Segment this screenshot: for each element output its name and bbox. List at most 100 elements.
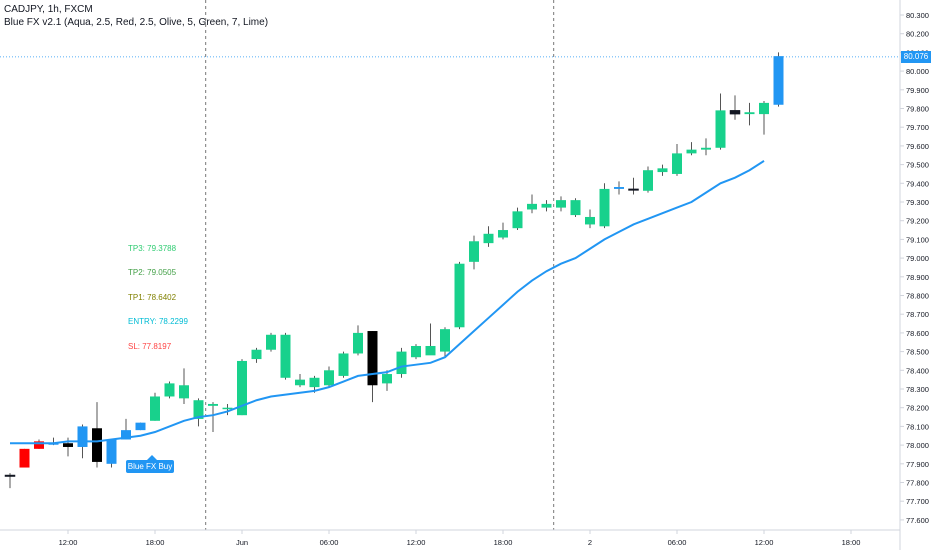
candle[interactable] bbox=[382, 370, 392, 391]
price-tick-label: 78.900 bbox=[906, 273, 929, 282]
candle[interactable] bbox=[744, 102, 755, 126]
time-tick-label: 06:00 bbox=[320, 538, 339, 547]
candle[interactable] bbox=[469, 235, 479, 270]
candle[interactable] bbox=[19, 448, 30, 468]
price-tick-label: 79.500 bbox=[906, 161, 929, 170]
candle[interactable] bbox=[106, 439, 117, 468]
price-tick-label: 78.400 bbox=[906, 366, 929, 375]
candle-body bbox=[628, 188, 639, 191]
candle-body bbox=[570, 200, 581, 216]
candle[interactable] bbox=[92, 402, 102, 468]
candle-body bbox=[425, 345, 436, 356]
price-axis[interactable]: 80.30080.20080.10080.00079.90079.80079.7… bbox=[899, 0, 929, 550]
candle[interactable] bbox=[338, 351, 349, 378]
candle[interactable] bbox=[367, 331, 378, 403]
candle-body bbox=[121, 430, 131, 440]
candle-body bbox=[440, 329, 450, 352]
candle-body bbox=[34, 441, 44, 449]
price-tick-label: 78.000 bbox=[906, 441, 929, 450]
price-tick-label: 78.800 bbox=[906, 292, 929, 301]
candle[interactable] bbox=[512, 207, 523, 231]
candle-body bbox=[382, 374, 392, 384]
candle-body bbox=[657, 168, 668, 173]
candle-body bbox=[614, 187, 624, 189]
time-tick-label: 06:00 bbox=[668, 538, 687, 547]
price-tick-label: 78.100 bbox=[906, 422, 929, 431]
candle[interactable] bbox=[686, 142, 697, 156]
candle-body bbox=[353, 332, 363, 354]
candle[interactable] bbox=[121, 418, 131, 440]
price-tick-label: 79.400 bbox=[906, 179, 929, 188]
candle[interactable] bbox=[599, 183, 610, 229]
candle[interactable] bbox=[208, 402, 218, 433]
candle[interactable] bbox=[556, 196, 566, 212]
candle[interactable] bbox=[179, 368, 189, 404]
candle[interactable] bbox=[150, 392, 160, 421]
price-tick-label: 77.800 bbox=[906, 479, 929, 488]
candle[interactable] bbox=[672, 144, 682, 176]
price-tick-label: 80.200 bbox=[906, 30, 929, 39]
candle[interactable] bbox=[614, 181, 624, 195]
candle[interactable] bbox=[643, 166, 653, 193]
candle[interactable] bbox=[628, 177, 639, 195]
buy-signal-arrow-icon bbox=[147, 455, 157, 460]
price-tick-label: 77.600 bbox=[906, 516, 929, 525]
candle[interactable] bbox=[773, 52, 784, 107]
candle-body bbox=[759, 102, 769, 115]
candle[interactable] bbox=[135, 422, 146, 431]
candle[interactable] bbox=[715, 93, 726, 150]
candle[interactable] bbox=[164, 381, 175, 399]
price-tick-label: 79.000 bbox=[906, 254, 929, 263]
candle-body bbox=[150, 396, 160, 421]
candle-body bbox=[585, 216, 595, 225]
candle-body bbox=[179, 385, 189, 399]
candle[interactable] bbox=[251, 347, 262, 363]
candle[interactable] bbox=[729, 95, 741, 120]
candle-body bbox=[527, 203, 537, 210]
candle[interactable] bbox=[570, 198, 581, 217]
candle-body bbox=[251, 349, 262, 360]
indicator-title[interactable]: Blue FX v2.1 (Aqua, 2.5, Red, 2.5, Olive… bbox=[4, 17, 269, 28]
candle[interactable] bbox=[280, 332, 291, 380]
candlestick-series[interactable] bbox=[4, 52, 784, 489]
candle[interactable] bbox=[759, 101, 769, 135]
candle[interactable] bbox=[324, 366, 334, 388]
candle[interactable] bbox=[266, 332, 276, 352]
candle-body bbox=[686, 149, 697, 154]
candle[interactable] bbox=[440, 327, 450, 358]
moving-average-path bbox=[10, 160, 765, 445]
candle[interactable] bbox=[222, 403, 233, 416]
candle-body bbox=[222, 407, 233, 410]
candle-body bbox=[729, 110, 741, 115]
price-tick-label: 79.100 bbox=[906, 235, 929, 244]
price-tick-label: 80.000 bbox=[906, 67, 929, 76]
candle[interactable] bbox=[541, 200, 552, 212]
candle[interactable] bbox=[396, 347, 407, 378]
candle[interactable] bbox=[527, 194, 537, 214]
price-tick-label: 79.800 bbox=[906, 105, 929, 114]
candle-body bbox=[454, 263, 465, 328]
candle[interactable] bbox=[585, 209, 595, 229]
candle-body bbox=[701, 147, 711, 150]
candle[interactable] bbox=[411, 344, 421, 360]
symbol-title[interactable]: CADJPY, 1h, FXCM bbox=[4, 4, 93, 15]
candle[interactable] bbox=[295, 374, 305, 388]
candle-body bbox=[541, 203, 552, 208]
candle-body bbox=[498, 230, 508, 238]
candle-body bbox=[237, 360, 247, 416]
candle[interactable] bbox=[701, 138, 711, 156]
candle[interactable] bbox=[4, 473, 16, 489]
time-tick-label: 18:00 bbox=[842, 538, 861, 547]
candle-body bbox=[193, 400, 204, 419]
time-axis[interactable]: 12:00 18:00 Jun 06:00 12:00 18:00 2 06:00 12:00 1… bbox=[0, 529, 900, 547]
candle[interactable] bbox=[353, 325, 363, 356]
candle[interactable] bbox=[193, 398, 204, 427]
price-tick-label: 80.300 bbox=[906, 11, 929, 20]
candle[interactable] bbox=[454, 261, 465, 330]
candle[interactable] bbox=[425, 323, 436, 356]
candle-body bbox=[63, 443, 73, 447]
candle[interactable] bbox=[657, 164, 668, 176]
candle[interactable] bbox=[483, 226, 494, 247]
candle-body bbox=[599, 188, 610, 227]
candle[interactable] bbox=[498, 222, 508, 240]
